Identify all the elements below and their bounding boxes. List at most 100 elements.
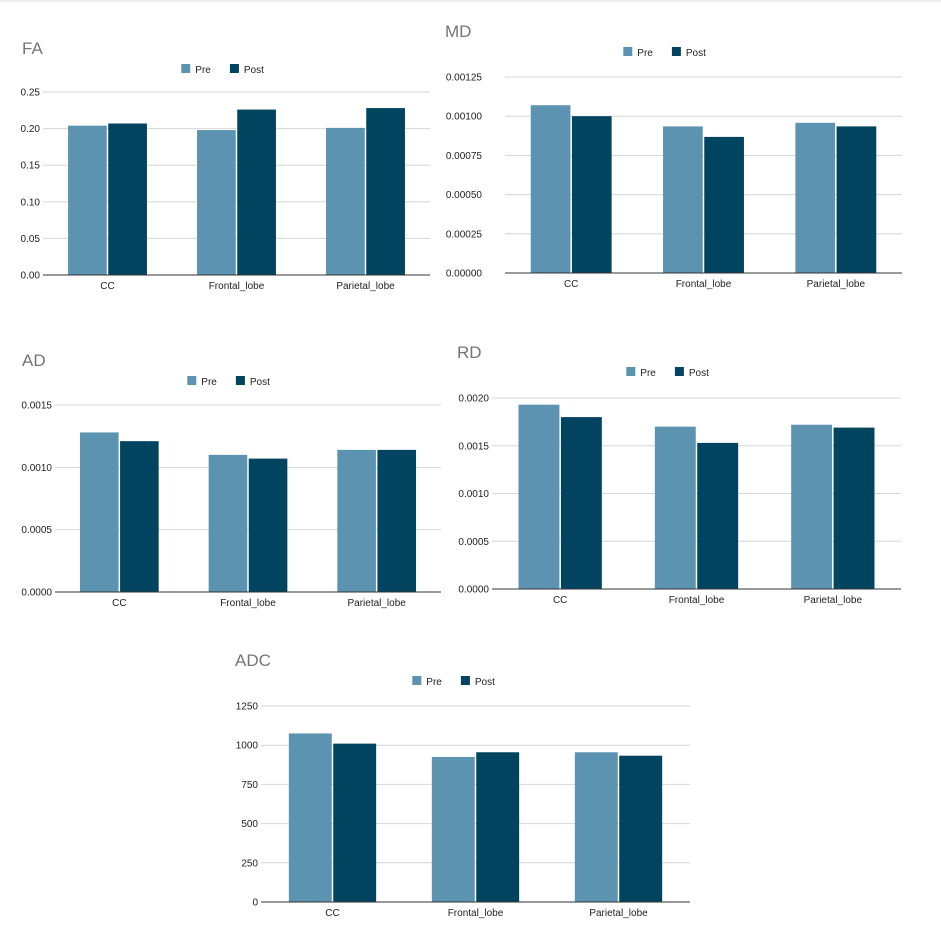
fa-y-tick-label: 0.00 (21, 271, 41, 282)
ad-legend-swatch-post (235, 376, 245, 385)
adc-bar-pre-frontal-lobe (431, 756, 475, 902)
fa-legend-swatch-post (229, 64, 239, 73)
md-x-tick-label: CC (564, 279, 578, 290)
adc-legend-label-post: Post (475, 677, 495, 688)
fa-x-tick-label: Frontal_lobe (209, 281, 265, 292)
rd-x-tick-label: Parietal_lobe (804, 595, 863, 606)
adc-y-tick-label: 750 (241, 780, 258, 791)
adc-legend-label-pre: Pre (426, 677, 442, 688)
ad-x-tick-label: Parietal_lobe (347, 598, 406, 609)
ad-legend-label-pre: Pre (201, 377, 217, 388)
adc-y-tick-label: 0 (252, 898, 258, 909)
md-legend-swatch-post (671, 47, 681, 56)
rd-bar-post-cc (560, 417, 602, 589)
md-x-tick-label: Parietal_lobe (807, 279, 866, 290)
md-legend-swatch-pre (623, 47, 633, 56)
fa-y-tick-label: 0.10 (21, 197, 41, 208)
adc-x-tick-label: Frontal_lobe (448, 908, 504, 919)
adc-legend-swatch-pre (412, 676, 422, 685)
fa-legend-label-post: Post (244, 65, 264, 76)
ad-x-tick-label: Frontal_lobe (220, 598, 276, 609)
ad-bar-pre-cc (79, 432, 119, 592)
rd-legend-label-post: Post (689, 368, 709, 379)
ad-bar-post-frontal-lobe (248, 458, 288, 592)
adc-x-tick-label: Parietal_lobe (589, 908, 648, 919)
rd-bar-pre-parietal-lobe (791, 424, 833, 589)
fa-bar-post-frontal-lobe (237, 109, 276, 275)
md-bar-post-frontal-lobe (704, 136, 744, 273)
ad-bar-post-parietal-lobe (377, 449, 417, 592)
adc-chart-title: ADC (235, 651, 271, 670)
rd-bar-pre-cc (518, 404, 560, 589)
md-y-tick-label: 0.00125 (446, 73, 483, 84)
md-legend-label-post: Post (686, 48, 706, 59)
md-bar-post-parietal-lobe (836, 126, 877, 273)
chart-fa: FA Pre Post 0.00 0.05 0.10 0.15 0.20 0.25 CC Front… (21, 39, 430, 292)
fa-legend-label-pre: Pre (195, 65, 211, 76)
md-x-tick-label: Frontal_lobe (676, 279, 732, 290)
adc-bar-pre-cc (288, 733, 332, 902)
fa-x-tick-label: Parietal_lobe (336, 281, 395, 292)
ad-y-tick-label: 0.0005 (21, 525, 52, 536)
fa-bar-post-cc (108, 123, 147, 275)
rd-legend-label-pre: Pre (640, 368, 656, 379)
md-y-tick-label: 0.00100 (446, 112, 483, 123)
md-bar-post-cc (571, 116, 612, 273)
ad-chart-title: AD (22, 351, 46, 370)
md-y-tick-label: 0.00075 (446, 151, 483, 162)
adc-y-tick-label: 1250 (236, 702, 259, 713)
adc-bar-post-cc (333, 743, 377, 902)
rd-chart-title: RD (457, 343, 482, 362)
ad-y-tick-label: 0.0000 (21, 588, 52, 599)
chart-adc: ADC Pre Post 0 250 500 750 1000 1250 CC Frontal_lo… (235, 651, 690, 919)
adc-y-tick-label: 250 (241, 858, 258, 869)
rd-x-tick-label: CC (553, 595, 567, 606)
rd-x-tick-label: Frontal_lobe (669, 595, 725, 606)
rd-y-tick-label: 0.0010 (458, 489, 489, 500)
fa-bar-pre-parietal-lobe (326, 127, 365, 276)
ad-x-tick-label: CC (112, 598, 126, 609)
rd-bar-post-frontal-lobe (697, 442, 739, 589)
ad-bar-post-cc (120, 441, 159, 592)
adc-y-tick-label: 1000 (236, 741, 259, 752)
ad-y-tick-label: 0.0015 (21, 401, 52, 412)
fa-bar-post-parietal-lobe (366, 108, 405, 275)
chart-ad: AD Pre Post 0.0000 0.0005 0.0010 0.0015 CC Front… (21, 351, 441, 609)
md-legend-label-pre: Pre (637, 48, 653, 59)
rd-y-tick-label: 0.0005 (458, 537, 489, 548)
fa-legend-swatch-pre (181, 64, 191, 73)
chart-md: MD Pre Post 0.00000 0.00025 0.00050 0.00075 0.0… (445, 22, 902, 290)
fa-y-tick-label: 0.20 (21, 124, 41, 135)
md-bar-pre-frontal-lobe (663, 126, 703, 273)
md-bar-pre-cc (530, 105, 571, 273)
top-divider (0, 0, 941, 2)
rd-legend: Pre Post (626, 367, 709, 379)
adc-bar-post-parietal-lobe (619, 755, 663, 902)
adc-y-tick-label: 500 (241, 819, 258, 830)
fa-x-tick-label: CC (100, 281, 114, 292)
chart-rd: RD Pre Post 0.0000 0.0005 0.0010 0.0015 0.0020 C… (457, 343, 901, 606)
ad-legend: Pre Post (187, 376, 270, 388)
rd-bar-pre-frontal-lobe (654, 426, 696, 589)
ad-bar-pre-frontal-lobe (208, 454, 248, 592)
md-chart-title: MD (445, 22, 471, 41)
rd-bar-post-parietal-lobe (833, 427, 875, 589)
rd-y-tick-label: 0.0020 (458, 394, 489, 405)
fa-y-tick-label: 0.25 (21, 88, 41, 99)
fa-y-tick-label: 0.05 (21, 234, 41, 245)
md-y-tick-label: 0.00050 (446, 190, 483, 201)
md-bar-pre-parietal-lobe (795, 122, 836, 273)
fa-chart-title: FA (22, 39, 43, 58)
ad-bar-pre-parietal-lobe (337, 449, 376, 592)
ad-legend-label-post: Post (250, 377, 270, 388)
adc-legend-swatch-post (460, 676, 470, 685)
md-y-tick-label: 0.00025 (446, 229, 483, 240)
adc-legend: Pre Post (412, 676, 495, 688)
md-y-tick-label: 0.00000 (446, 269, 483, 280)
fa-bar-pre-cc (68, 125, 107, 275)
adc-bar-post-frontal-lobe (476, 752, 520, 902)
fa-y-tick-label: 0.15 (21, 161, 41, 172)
adc-bar-pre-parietal-lobe (574, 752, 618, 902)
ad-y-tick-label: 0.0010 (21, 463, 52, 474)
rd-y-tick-label: 0.0015 (458, 441, 489, 452)
